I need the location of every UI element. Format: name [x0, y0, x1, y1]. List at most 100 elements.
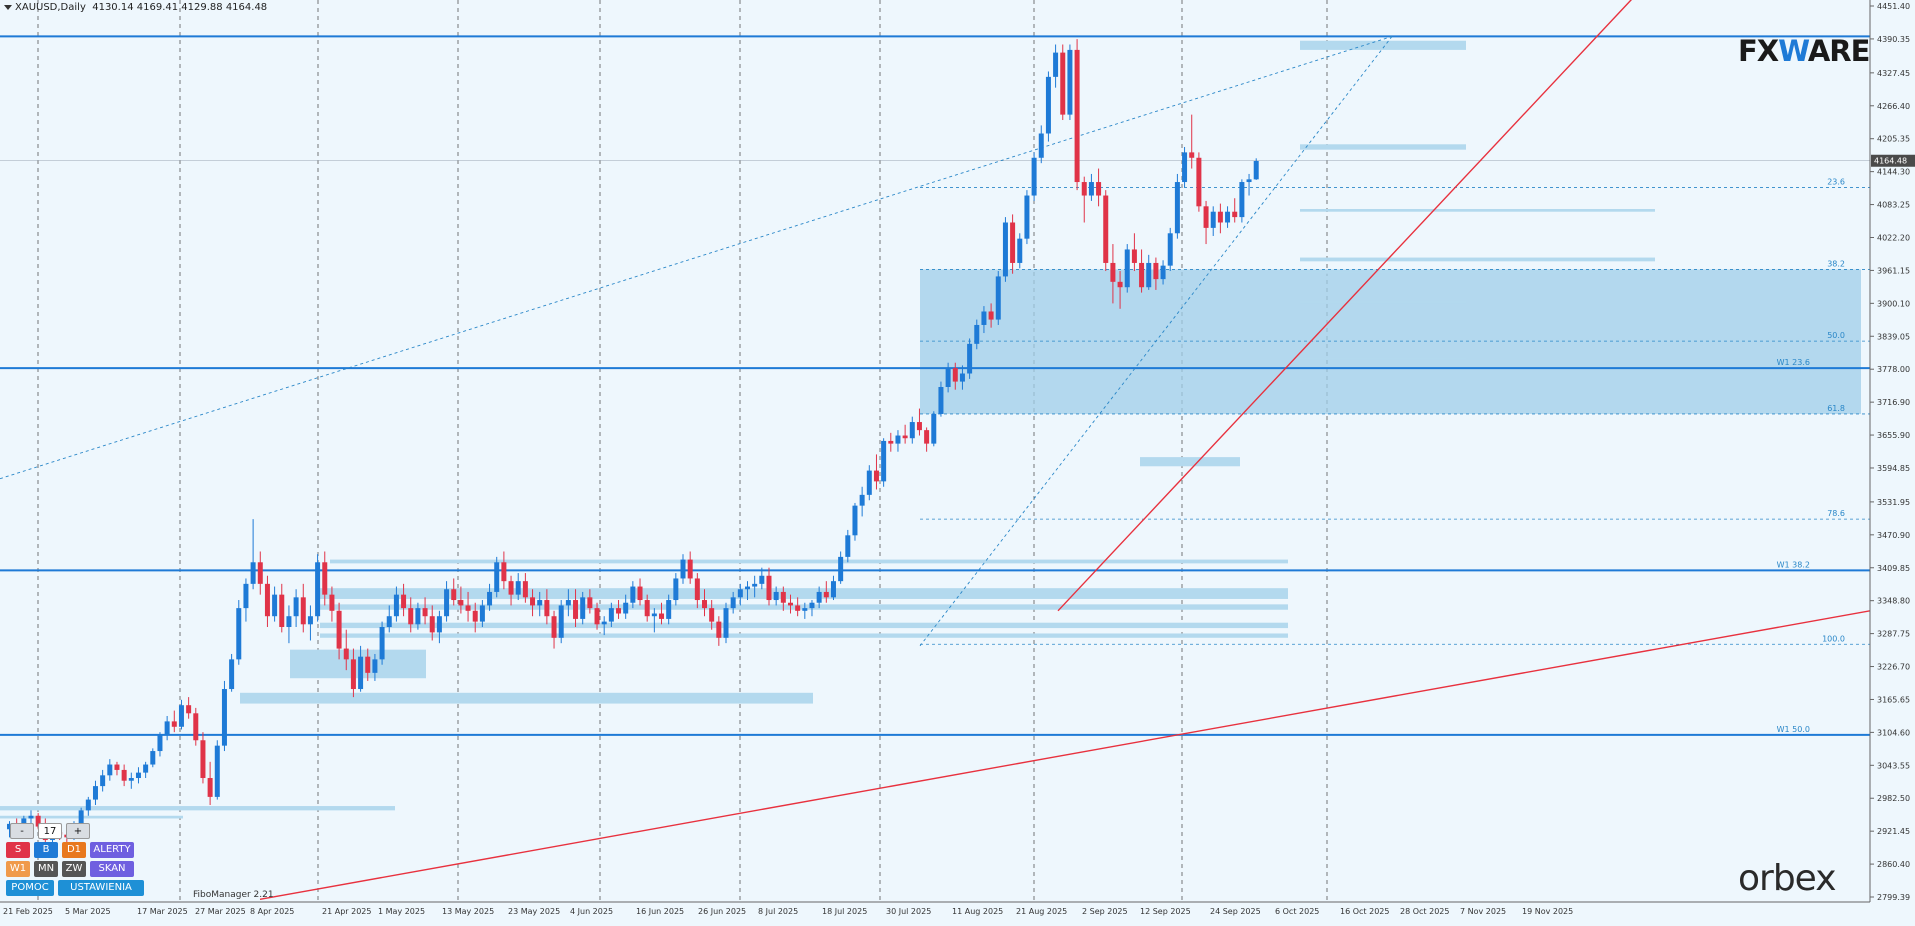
levels-and-trendlines — [0, 0, 1870, 901]
price-label: 3839.05 — [1877, 332, 1910, 341]
candle-body — [164, 721, 170, 735]
candle-body — [959, 373, 965, 382]
zone-rect — [0, 815, 183, 819]
candle-body — [859, 494, 865, 506]
candle-body — [895, 435, 901, 444]
candle-body — [358, 656, 364, 690]
pomoc-button[interactable]: POMOC — [6, 880, 54, 896]
price-label: 4266.40 — [1877, 102, 1910, 111]
date-label: 8 Jul 2025 — [758, 907, 798, 916]
date-label: 27 Mar 2025 — [195, 907, 246, 916]
w1-button[interactable]: W1 — [6, 861, 30, 877]
date-label: 13 May 2025 — [442, 907, 494, 916]
candle-body — [616, 608, 622, 614]
date-label: 18 Jul 2025 — [822, 907, 867, 916]
price-label: 3104.60 — [1877, 728, 1910, 737]
fib-label: 38.2 — [1827, 259, 1845, 268]
candle-body — [393, 594, 399, 617]
candle-body — [515, 581, 521, 595]
mn-button[interactable]: MN — [34, 861, 58, 877]
candle-body — [1038, 133, 1044, 158]
control-panel: - 17 + S B D1 ALERTY W1 MN ZW SKAN POMOC… — [4, 823, 154, 923]
price-label: 3531.95 — [1877, 498, 1910, 507]
candle-body — [214, 745, 220, 797]
candle-body — [1074, 49, 1080, 183]
candle-body — [178, 705, 184, 727]
candle-body — [845, 535, 851, 557]
fib-label: 61.8 — [1827, 404, 1845, 413]
zone-rect — [0, 806, 395, 811]
zones — [0, 40, 1861, 819]
price-label: 2982.50 — [1877, 794, 1910, 803]
candle-body — [315, 562, 321, 617]
dropdown-triangle-icon[interactable] — [4, 4, 12, 10]
current-price-marker — [1871, 154, 1915, 167]
weekly-level-label: W1 38.2 — [1777, 560, 1810, 569]
price-label: 3287.75 — [1877, 630, 1910, 639]
date-label: 26 Jun 2025 — [698, 907, 746, 916]
candle-body — [300, 597, 306, 625]
buy-button[interactable]: B — [34, 842, 58, 858]
candle-body — [995, 276, 1001, 320]
candle-body — [386, 616, 392, 627]
candle-body — [1217, 211, 1223, 223]
minus-button[interactable]: - — [10, 823, 34, 839]
candle-body — [881, 440, 887, 482]
price-label: 4327.45 — [1877, 69, 1910, 78]
sell-button[interactable]: S — [6, 842, 30, 858]
date-axis: 21 Feb 2025 5 Mar 2025 17 Mar 2025 27 Mar 2… — [0, 901, 1870, 916]
candle-body — [1210, 211, 1216, 228]
candle-body — [544, 600, 550, 617]
candle-body — [286, 616, 292, 627]
candle-body — [988, 311, 994, 320]
axis-background — [1870, 0, 1915, 922]
symbol-header: XAUUSD,Daily 4130.14 4169.41 4129.88 416… — [4, 2, 267, 13]
candle-body — [451, 589, 457, 601]
candle-body — [508, 581, 514, 595]
candle-body — [1167, 233, 1173, 266]
price-label: 4022.20 — [1877, 233, 1910, 242]
candle-body — [465, 605, 471, 611]
candle-body — [522, 581, 528, 598]
candle-body — [92, 786, 98, 800]
price-label: 3226.70 — [1877, 663, 1910, 672]
zw-button[interactable]: ZW — [62, 861, 86, 877]
price-label: 3716.90 — [1877, 398, 1910, 407]
candle-body — [408, 608, 414, 625]
candle-body — [580, 597, 586, 619]
red-trendline — [259, 610, 1870, 901]
candle-body — [293, 597, 299, 617]
zone-rect — [1300, 378, 1302, 382]
ustawienia-button[interactable]: USTAWIENIA — [58, 880, 144, 896]
candle-body — [1096, 182, 1102, 196]
candle-body — [558, 605, 564, 638]
candle-body — [573, 600, 579, 619]
date-label: 1 May 2025 — [378, 907, 425, 916]
zone-rect — [1300, 357, 1466, 360]
price-label: 3900.10 — [1877, 299, 1910, 308]
candles — [7, 39, 1259, 846]
alerty-button[interactable]: ALERTY — [90, 842, 134, 858]
candle-body — [243, 583, 249, 609]
skan-button[interactable]: SKAN — [90, 861, 134, 877]
candle-body — [651, 613, 657, 617]
candle-body — [1017, 238, 1023, 263]
candle-body — [802, 608, 808, 611]
price-label: 2860.40 — [1877, 860, 1910, 869]
candle-body — [1146, 262, 1152, 288]
zone-rect — [1300, 300, 1466, 304]
weekly-level-label: W1 50.0 — [1777, 725, 1810, 734]
zone-rect — [320, 588, 1288, 599]
count-field[interactable]: 17 — [38, 823, 62, 839]
candle-body — [350, 659, 356, 690]
plus-button[interactable]: + — [66, 823, 90, 839]
candle-body — [1110, 262, 1116, 282]
candle-body — [193, 713, 199, 741]
date-label: 16 Oct 2025 — [1340, 907, 1389, 916]
candle-body — [28, 815, 34, 819]
d1-button[interactable]: D1 — [62, 842, 86, 858]
price-label: 3470.90 — [1877, 531, 1910, 540]
candle-body — [1131, 249, 1137, 263]
